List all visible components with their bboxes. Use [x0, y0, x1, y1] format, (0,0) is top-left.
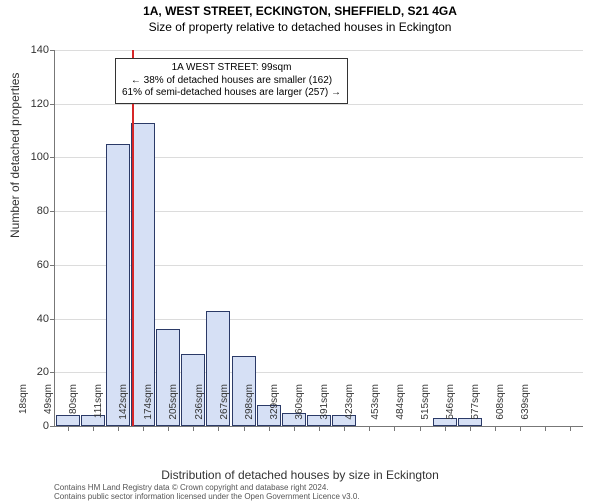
xtick-label: 18sqm: [18, 384, 29, 434]
xtick-label: 484sqm: [395, 384, 406, 434]
histogram-bar: [131, 123, 155, 426]
gridline: [55, 50, 583, 51]
ytick-mark: [50, 104, 55, 105]
ytick-label: 100: [19, 151, 49, 163]
xtick-label: 639sqm: [520, 384, 531, 434]
reference-line: [132, 50, 134, 426]
x-axis-label: Distribution of detached houses by size …: [0, 468, 600, 482]
xtick-label: 360sqm: [294, 384, 305, 434]
plot-area: 02040608010012014018sqm49sqm80sqm111sqm1…: [54, 50, 583, 427]
ytick-mark: [50, 319, 55, 320]
xtick-label: 453sqm: [370, 384, 381, 434]
ytick-mark: [50, 211, 55, 212]
footer-line1: Contains HM Land Registry data © Crown c…: [54, 483, 360, 493]
xtick-label: 391sqm: [319, 384, 330, 434]
ytick-mark: [50, 372, 55, 373]
chart-area: 02040608010012014018sqm49sqm80sqm111sqm1…: [54, 50, 582, 426]
xtick-label: 546sqm: [445, 384, 456, 434]
xtick-mark: [545, 426, 546, 431]
chart-title-desc: Size of property relative to detached ho…: [0, 20, 600, 34]
chart-title-address: 1A, WEST STREET, ECKINGTON, SHEFFIELD, S…: [0, 4, 600, 18]
xtick-label: 111sqm: [93, 384, 104, 434]
xtick-label: 205sqm: [168, 384, 179, 434]
footer-attribution: Contains HM Land Registry data © Crown c…: [54, 483, 360, 502]
annotation-line: ← 38% of detached houses are smaller (16…: [122, 75, 341, 88]
xtick-label: 515sqm: [420, 384, 431, 434]
xtick-label: 298sqm: [244, 384, 255, 434]
ytick-label: 60: [19, 259, 49, 271]
xtick-label: 267sqm: [219, 384, 230, 434]
ytick-label: 40: [19, 313, 49, 325]
ytick-mark: [50, 50, 55, 51]
gridline: [55, 104, 583, 105]
ytick-label: 120: [19, 98, 49, 110]
xtick-label: 80sqm: [68, 384, 79, 434]
ytick-label: 20: [19, 366, 49, 378]
footer-line2: Contains public sector information licen…: [54, 492, 360, 502]
xtick-label: 608sqm: [495, 384, 506, 434]
xtick-label: 329sqm: [269, 384, 280, 434]
ytick-mark: [50, 157, 55, 158]
xtick-label: 174sqm: [143, 384, 154, 434]
xtick-label: 423sqm: [344, 384, 355, 434]
xtick-mark: [570, 426, 571, 431]
xtick-label: 236sqm: [194, 384, 205, 434]
xtick-label: 49sqm: [43, 384, 54, 434]
annotation-line: 1A WEST STREET: 99sqm: [122, 62, 341, 75]
ytick-mark: [50, 265, 55, 266]
ytick-label: 80: [19, 205, 49, 217]
ytick-label: 140: [19, 44, 49, 56]
annotation-box: 1A WEST STREET: 99sqm← 38% of detached h…: [115, 58, 348, 104]
annotation-line: 61% of semi-detached houses are larger (…: [122, 87, 341, 100]
xtick-label: 142sqm: [118, 384, 129, 434]
xtick-label: 577sqm: [470, 384, 481, 434]
